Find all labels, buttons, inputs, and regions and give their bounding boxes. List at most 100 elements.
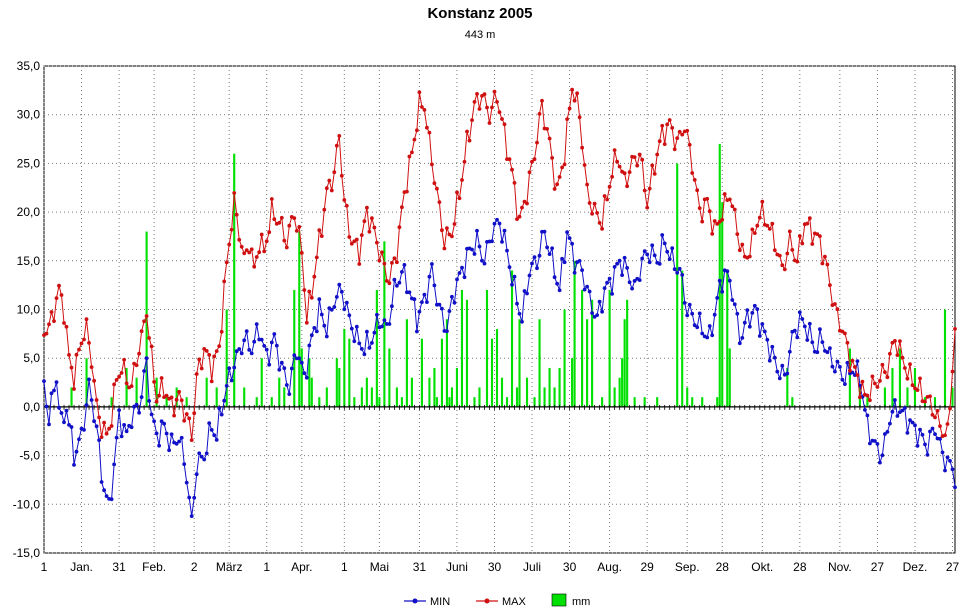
series-point-min <box>500 240 504 244</box>
series-point-min <box>765 337 770 342</box>
series-point-min <box>762 329 767 334</box>
series-point-max <box>910 383 915 388</box>
series-point-min <box>249 351 254 356</box>
series-point-min <box>807 321 812 326</box>
series-point-min <box>407 290 412 295</box>
series-point-max <box>560 165 564 170</box>
series-point-min <box>292 353 297 358</box>
series-point-max <box>615 159 619 164</box>
precip-bar <box>633 397 636 407</box>
series-point-min <box>520 319 524 324</box>
series-point-max <box>868 398 872 403</box>
series-point-min <box>745 308 750 312</box>
series-point-max <box>895 353 900 357</box>
series-point-min <box>372 330 377 335</box>
series-point-max <box>307 289 312 294</box>
precip-bar <box>726 270 729 407</box>
precip-bar <box>558 367 561 407</box>
series-point-min <box>349 326 354 331</box>
series-point-min <box>818 327 822 332</box>
precip-bar <box>786 367 789 407</box>
series-point-max <box>720 217 725 222</box>
series-point-max <box>370 216 374 221</box>
series-point-min <box>878 460 882 465</box>
series-point-min <box>82 428 86 432</box>
series-point-max <box>359 233 364 238</box>
series-point-min <box>447 309 452 313</box>
series-point-max <box>835 307 840 312</box>
series-point-max <box>790 248 795 252</box>
series-point-max <box>512 181 517 185</box>
series-point-min <box>717 278 722 283</box>
series-point-min <box>49 391 54 396</box>
series-point-min <box>517 311 522 316</box>
series-point-max <box>500 117 504 121</box>
y-tick-label: 25,0 <box>17 156 41 170</box>
series-point-min <box>757 334 762 338</box>
series-point-min <box>920 432 925 437</box>
precip-bar <box>951 387 954 407</box>
series-point-min <box>772 355 777 360</box>
series-point-min <box>339 289 344 294</box>
series-point-min <box>262 344 267 348</box>
series-point-min <box>587 289 592 294</box>
series-point-min <box>137 410 142 415</box>
precip-bar <box>343 328 346 407</box>
series-point-max <box>204 349 209 353</box>
series-point-min <box>204 451 209 456</box>
precip-bar <box>581 290 584 407</box>
precip-bar <box>310 377 313 407</box>
series-point-min <box>672 267 677 272</box>
series-point-max <box>580 145 584 150</box>
series-point-min <box>269 340 274 345</box>
precip-bar <box>410 377 413 407</box>
series-point-min <box>602 286 607 290</box>
x-tick-label: Juli <box>523 560 541 574</box>
series-point-max <box>377 258 382 263</box>
precip-bar <box>490 338 494 407</box>
series-point-max <box>182 418 187 423</box>
series-point-max <box>267 230 272 235</box>
precip-bar <box>701 397 704 407</box>
series-point-max <box>875 385 880 389</box>
series-point-min <box>222 398 227 403</box>
precip-bar <box>233 153 236 407</box>
precip-bar <box>613 387 616 407</box>
precip-bar <box>676 163 679 407</box>
series-point-max <box>938 424 942 428</box>
series-point-min <box>162 421 167 426</box>
series-point-min <box>662 241 667 246</box>
series-point-max <box>843 331 847 336</box>
series-point-max <box>457 196 462 201</box>
series-point-min <box>344 300 349 305</box>
series-point-min <box>67 423 71 427</box>
series-point-min <box>562 260 567 265</box>
precip-bar <box>270 397 273 407</box>
series-point-min <box>767 358 772 363</box>
series-point-max <box>74 352 79 357</box>
series-point-min <box>900 408 905 413</box>
series-point-min <box>665 249 670 254</box>
series-point-max <box>209 379 214 384</box>
series-point-max <box>497 110 502 115</box>
series-point-max <box>823 254 827 259</box>
series-point-min <box>72 463 76 467</box>
series-point-max <box>923 399 927 404</box>
precip-bar <box>175 387 178 407</box>
series-point-max <box>174 397 179 402</box>
series-point-min <box>452 300 457 305</box>
series-point-max <box>472 100 477 104</box>
series-point-max <box>362 219 367 224</box>
series-point-min <box>502 228 507 233</box>
series-point-min <box>169 432 174 437</box>
series-point-min <box>119 434 124 439</box>
series-point-max <box>104 431 109 436</box>
series-point-max <box>152 380 157 384</box>
series-point-min <box>359 347 364 351</box>
series-point-min <box>943 468 947 473</box>
series-point-max <box>485 105 489 110</box>
series-point-max <box>697 206 702 211</box>
series-point-max <box>555 182 559 187</box>
series-point-min <box>908 418 912 423</box>
series-point-max <box>492 89 497 94</box>
